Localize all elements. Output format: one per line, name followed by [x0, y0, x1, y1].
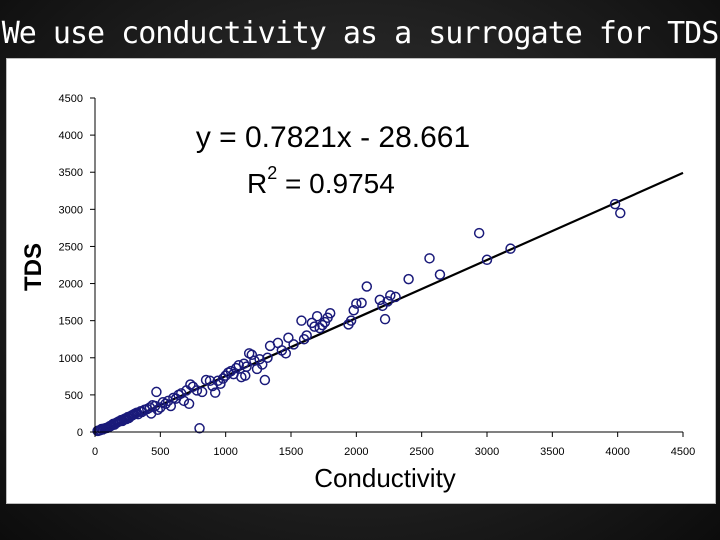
data-point: [345, 315, 357, 326]
data-point: [356, 297, 367, 309]
y-tick-label: 3000: [59, 204, 83, 216]
data-point: [178, 395, 190, 407]
data-point: [311, 310, 323, 322]
data-point: [280, 348, 292, 359]
data-point: [385, 290, 396, 301]
data-point: [434, 269, 446, 280]
data-point: [351, 298, 362, 309]
y-tick-label: 4500: [59, 93, 83, 105]
data-point: [200, 374, 212, 386]
data-point: [324, 307, 336, 319]
data-point: [615, 207, 626, 219]
data-point: [403, 273, 414, 285]
data-point: [196, 386, 208, 398]
data-point: [209, 387, 221, 398]
data-point: [233, 359, 244, 371]
x-tick-label: 2500: [409, 446, 433, 458]
data-point: [230, 362, 242, 374]
x-tick-label: 1000: [213, 446, 237, 458]
data-point: [215, 378, 226, 390]
data-point: [194, 423, 205, 434]
data-point: [151, 386, 162, 398]
data-point: [296, 315, 307, 326]
data-point: [505, 243, 516, 254]
x-tick-label: 3000: [475, 446, 499, 458]
data-point: [374, 294, 386, 306]
x-tick-label: 0: [92, 446, 98, 458]
y-tick-label: 1500: [59, 316, 83, 328]
y-axis-title: TDS: [20, 243, 47, 291]
y-tick-label: 3500: [59, 167, 83, 179]
data-point: [262, 352, 273, 364]
data-point: [361, 281, 373, 292]
data-point: [175, 388, 187, 399]
x-tick-label: 4500: [671, 446, 695, 458]
data-point: [317, 319, 328, 331]
data-point: [152, 404, 163, 415]
data-point: [609, 198, 621, 210]
data-point: [259, 374, 271, 386]
x-axis-ticks: 0 500 1000 1500 2000 2500 3000 3500 4000 4500: [92, 432, 695, 458]
data-point: [473, 227, 485, 239]
y-tick-label: 4000: [59, 130, 83, 142]
data-point: [241, 361, 252, 372]
data-point: [424, 253, 435, 264]
data-point: [217, 373, 229, 384]
data-point: [254, 354, 265, 365]
x-tick-label: 1500: [279, 446, 303, 458]
data-point: [301, 330, 312, 341]
data-point: [379, 313, 391, 325]
x-tick-label: 2000: [344, 446, 368, 458]
r-squared-value: = 0.9754: [277, 168, 395, 199]
data-point: [212, 375, 224, 387]
data-point: [348, 305, 359, 316]
x-tick-label: 4000: [605, 446, 629, 458]
data-point: [283, 332, 294, 343]
chart-panel: 0 500 1000 1500 2000 2500 3000 3500 4000 4500 0 50…: [6, 58, 716, 504]
x-tick-label: 500: [151, 446, 169, 458]
data-point: [481, 254, 493, 266]
scatter-chart: 0 500 1000 1500 2000 2500 3000 3500 4000 4500 0 50…: [20, 93, 695, 493]
data-point: [382, 296, 393, 307]
data-point: [238, 358, 250, 369]
r-squared-label: R2 = 0.9754: [247, 163, 395, 199]
points-layer: [92, 198, 626, 437]
data-point: [191, 385, 203, 396]
data-point: [185, 379, 196, 390]
data-point: [309, 321, 320, 332]
y-tick-label: 500: [65, 390, 83, 402]
r-squared-exponent: 2: [267, 163, 277, 183]
y-tick-label: 1000: [59, 353, 83, 365]
data-point: [257, 359, 268, 370]
x-tick-label: 3500: [540, 446, 564, 458]
y-tick-label: 0: [77, 427, 83, 439]
y-tick-label: 2000: [59, 279, 83, 291]
data-point: [246, 349, 258, 361]
trendline-equation: y = 0.7821x - 28.661: [196, 121, 470, 154]
x-axis-title: Conductivity: [314, 463, 456, 493]
y-tick-label: 2500: [59, 241, 83, 253]
data-point: [288, 339, 299, 350]
data-point: [204, 375, 216, 387]
slide-title: We use conductivity as a surrogate for T…: [1, 16, 720, 51]
data-point: [225, 365, 237, 377]
y-axis-ticks: 0 500 1000 1500 2000 2500 3000 3500 4000 4500: [59, 93, 95, 439]
r-squared-r: R: [247, 168, 267, 199]
data-point: [390, 291, 401, 303]
data-point: [314, 322, 325, 334]
data-point: [160, 398, 171, 410]
data-point: [183, 398, 195, 410]
